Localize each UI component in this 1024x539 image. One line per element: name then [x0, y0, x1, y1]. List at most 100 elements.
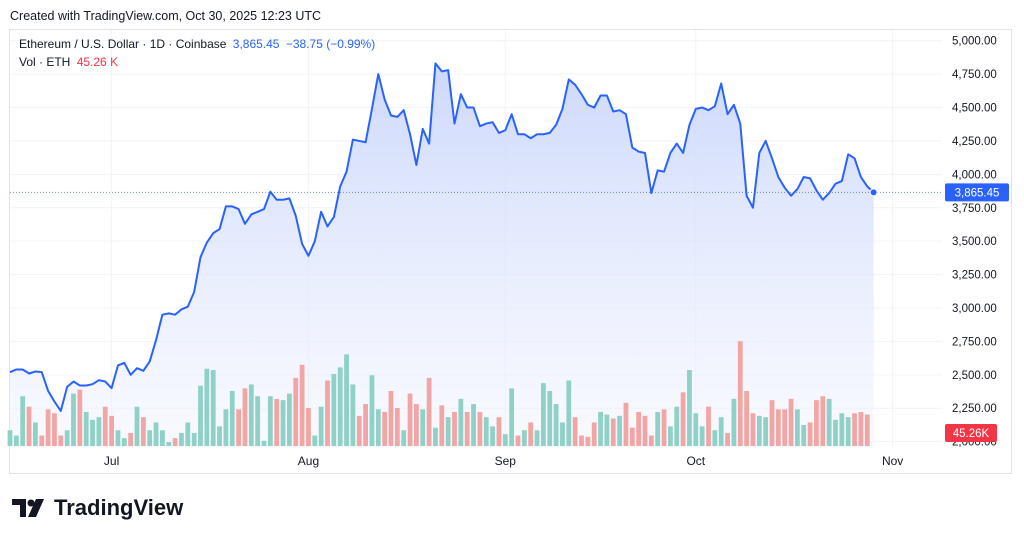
volume-bar [775, 409, 781, 446]
volume-bar [248, 384, 254, 446]
volume-bar [814, 400, 819, 446]
legend-volume-label[interactable]: Vol · ETH [19, 55, 71, 69]
volume-bar [121, 438, 127, 446]
volume-bar [166, 442, 172, 446]
volume-bar [115, 430, 121, 446]
legend-volume-row: Vol · ETH 45.26 K [19, 55, 121, 69]
volume-bar [356, 415, 362, 446]
volume-bar [185, 422, 191, 446]
volume-bar [452, 411, 457, 446]
x-tick-label: Oct [686, 454, 705, 468]
volume-bar [236, 409, 241, 446]
x-tick-label: Aug [298, 454, 319, 468]
price-area [10, 63, 874, 447]
volume-bar [547, 390, 553, 446]
volume-bar [433, 427, 438, 446]
volume-bar [229, 390, 235, 446]
volume-bar [363, 404, 368, 446]
volume-bar [20, 396, 26, 446]
volume-bar [147, 430, 153, 446]
legend-price: 3,865.45 [232, 37, 280, 51]
y-tick-label: 4,750.00 [952, 69, 997, 81]
price-area-fill [10, 63, 874, 447]
y-tick-label: 3,750.00 [952, 203, 997, 215]
volume-bar [287, 393, 292, 446]
volume-bar [26, 406, 32, 446]
volume-bar [852, 413, 857, 446]
volume-bar [77, 389, 83, 446]
volume-bar [439, 405, 445, 446]
volume-bar [509, 388, 515, 446]
volume-bar [737, 341, 743, 446]
volume-bar [801, 425, 807, 446]
volume-bar [553, 404, 559, 446]
volume-bar [795, 409, 800, 446]
volume-bar [718, 417, 724, 446]
volume-bar [426, 377, 432, 446]
volume-bar [566, 380, 572, 446]
tradingview-logo-icon [12, 499, 44, 517]
last-price-tag [945, 183, 1009, 202]
volume-bar [369, 375, 375, 446]
volume-bar [598, 411, 603, 446]
volume-bar [172, 438, 178, 446]
volume-bar [267, 396, 273, 446]
volume-bar [496, 417, 502, 446]
volume-bar [572, 417, 578, 446]
volume-bar [109, 415, 114, 446]
volume-bar [306, 408, 311, 446]
y-tick-label: 4,250.00 [952, 136, 997, 148]
volume-bar [782, 409, 788, 446]
volume-bar [610, 418, 616, 446]
volume-bar [140, 417, 146, 446]
volume-bar [591, 422, 597, 446]
volume-bar [71, 393, 76, 446]
volume-bar [52, 413, 57, 446]
volume-bar [636, 411, 642, 446]
price-line-path [9, 62, 875, 412]
volume-bar [242, 388, 248, 446]
y-tick-label: 5,000.00 [952, 36, 997, 48]
volume-bar [731, 398, 737, 446]
volume-bar [128, 432, 134, 446]
volume-bar [7, 430, 13, 446]
volume-bar [502, 434, 508, 446]
volume-bar [13, 435, 19, 446]
volume-bar [274, 398, 280, 446]
volume-bar [642, 415, 648, 446]
volume-bar [210, 370, 216, 446]
volume-bar [617, 415, 622, 446]
tradingview-brand[interactable]: TradingView [12, 495, 183, 521]
volume-bar [58, 435, 64, 446]
last-volume-tag [945, 424, 997, 442]
last-price-tag-text: 3,865.45 [955, 187, 1000, 199]
volume-bar [788, 398, 794, 446]
volume-bar [464, 411, 470, 446]
volume-bar [96, 417, 102, 446]
y-tick-label: 2,750.00 [952, 336, 997, 348]
volume-bar [45, 409, 51, 446]
volume-bar [445, 417, 451, 446]
volume-bar [629, 427, 635, 446]
legend-symbol-row: Ethereum / U.S. Dollar · 1D · Coinbase 3… [19, 37, 378, 51]
volume-bar [198, 385, 203, 446]
volume-bar [401, 430, 407, 446]
volume-bar [337, 367, 343, 446]
volume-bar [706, 406, 711, 446]
volume-bar [604, 414, 610, 446]
volume-bar [179, 432, 184, 446]
volume-bar [191, 432, 197, 446]
volume-bar [528, 422, 534, 446]
x-tick-label: Sep [495, 454, 517, 468]
volume-bar [674, 406, 680, 446]
volume-bar [420, 409, 426, 446]
volume-bar [325, 380, 330, 446]
legend-symbol[interactable]: Ethereum / U.S. Dollar · 1D · Coinbase [19, 37, 227, 51]
volume-bar [712, 430, 718, 446]
created-with-text: Created with TradingView.com, Oct 30, 20… [10, 9, 322, 23]
last-value-tags: 3,865.45 45.26K [945, 183, 1009, 442]
volume-bar [858, 411, 864, 446]
volume-bar [744, 390, 749, 446]
volume-bar [699, 426, 705, 446]
